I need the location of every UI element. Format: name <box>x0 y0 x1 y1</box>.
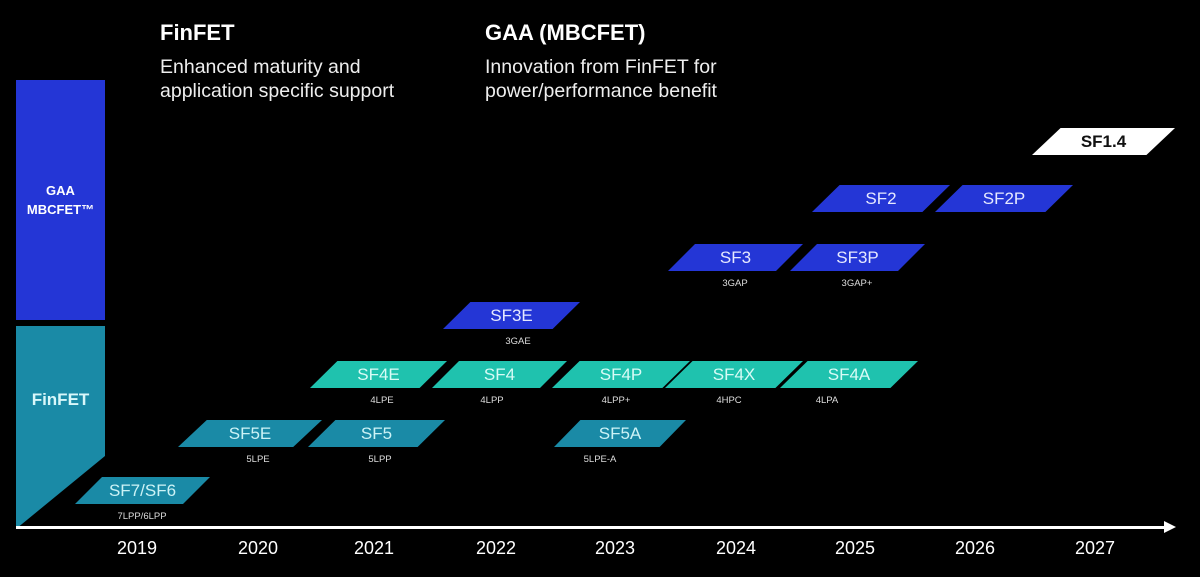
year-label: 2020 <box>237 538 279 558</box>
process-label: 5LPE <box>246 454 270 465</box>
finfet-description: Enhanced maturity and application specif… <box>160 55 394 103</box>
node-sf1-4: SF1.4 <box>1032 128 1175 155</box>
node-sf4p: SF4P <box>552 361 690 388</box>
gaa-heading: GAA (MBCFET) <box>485 20 646 45</box>
process-label: 5LPP <box>368 454 392 465</box>
node-sf5e: SF5E <box>178 420 322 447</box>
year-label: 2025 <box>834 538 876 558</box>
gaa-category-bar: GAA MBCFET™ <box>16 80 105 320</box>
process-label: 4LPE <box>370 395 394 406</box>
node-sf3e: SF3E <box>443 302 580 329</box>
process-label: 4HPC <box>716 395 742 406</box>
finfet-bar-label: FinFET <box>31 390 90 409</box>
year-label: 2022 <box>475 538 517 558</box>
node-sf2p: SF2P <box>935 185 1073 212</box>
node-sf5a: SF5A <box>554 420 686 447</box>
gaa-description-line: Innovation from FinFET for <box>485 56 717 78</box>
process-label: 3GAE <box>505 336 531 347</box>
node-sf7-sf6: SF7/SF6 <box>75 477 210 504</box>
year-label: 2019 <box>116 538 158 558</box>
process-label: 4LPP <box>480 395 504 406</box>
year-label: 2026 <box>954 538 996 558</box>
timeline-arrow-icon <box>1164 521 1176 533</box>
finfet-heading: FinFET <box>160 20 235 45</box>
finfet-description-line: application specific support <box>160 80 395 102</box>
node-sf4e: SF4E <box>310 361 447 388</box>
timeline-axis <box>16 526 1168 529</box>
year-label: 2027 <box>1074 538 1116 558</box>
process-label: 7LPP/6LPP <box>117 511 167 522</box>
process-label: 3GAP <box>722 278 748 289</box>
gaa-description: Innovation from FinFET for power/perform… <box>485 55 717 103</box>
gaa-description-line: power/performance benefit <box>485 80 717 102</box>
year-label: 2021 <box>353 538 395 558</box>
gaa-bar-label: MBCFET™ <box>26 202 95 217</box>
gaa-bar-label: GAA <box>46 183 75 198</box>
node-sf4: SF4 <box>432 361 567 388</box>
process-label: 3GAP+ <box>841 278 873 289</box>
finfet-description-line: Enhanced maturity and <box>160 56 361 78</box>
process-label: 5LPE-A <box>583 454 617 465</box>
year-label: 2024 <box>715 538 757 558</box>
process-label: 4LPA <box>815 395 839 406</box>
process-label: 4LPP+ <box>601 395 631 406</box>
node-sf4a: SF4A <box>780 361 918 388</box>
node-sf5: SF5 <box>308 420 445 447</box>
node-sf4x: SF4X <box>665 361 803 388</box>
node-sf3: SF3 <box>668 244 803 271</box>
year-label: 2023 <box>594 538 636 558</box>
node-sf3p: SF3P <box>790 244 925 271</box>
node-sf2: SF2 <box>812 185 950 212</box>
